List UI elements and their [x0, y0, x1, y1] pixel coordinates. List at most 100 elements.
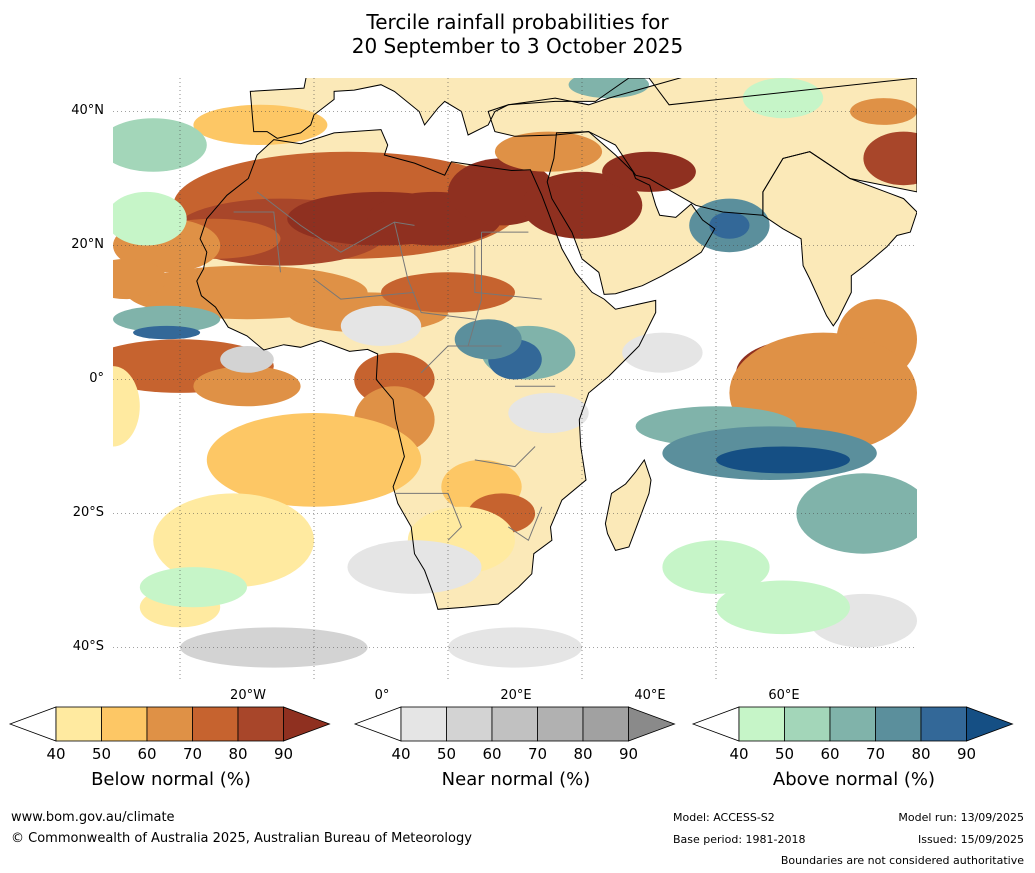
colorbar-tick-label: 70 — [866, 745, 885, 762]
colorbar-tick-label: 70 — [528, 745, 547, 762]
colorbar-segment — [237, 706, 284, 742]
colorbar-segment — [55, 706, 102, 742]
below-normal-area — [863, 131, 917, 186]
colorbar-segment — [400, 706, 447, 742]
colorbar-tick-label: 40 — [729, 745, 748, 762]
above-normal-area — [454, 319, 522, 360]
above-normal-area — [113, 118, 207, 172]
lat-label-20n: 20°N — [71, 237, 104, 252]
country-border — [256, 191, 415, 253]
above-normal-area — [742, 78, 824, 119]
lat-label-eq: 0° — [89, 371, 104, 386]
colorbar-segment — [446, 706, 493, 742]
country-border — [508, 506, 543, 542]
below-normal-area — [494, 131, 603, 172]
website-link[interactable]: www.bom.gov.au/climate — [11, 810, 175, 825]
coastline-5 — [487, 78, 917, 216]
model-run-date: Model run: 13/09/2025 — [898, 811, 1024, 824]
above-normal-caption: Above normal (%) — [772, 769, 936, 790]
rainfall-probability-map — [113, 78, 917, 681]
colorbar-tick-label: 40 — [46, 745, 65, 762]
colorbar-tick-label: 90 — [619, 745, 638, 762]
boundaries-disclaimer: Boundaries are not considered authoritat… — [780, 854, 1024, 867]
colorbar-tick-label: 60 — [820, 745, 839, 762]
near-normal-caption: Near normal (%) — [441, 769, 591, 790]
coastline-0 — [196, 129, 657, 610]
colorbar-segment — [192, 706, 239, 742]
colorbar-tick-label: 70 — [183, 745, 202, 762]
below-normal-caption: Below normal (%) — [91, 769, 251, 790]
colorbar-tick-label: 60 — [482, 745, 501, 762]
lon-label-20e: 20°E — [500, 688, 532, 703]
colorbar-tick-label: 60 — [137, 745, 156, 762]
above-normal-colorbar: 40 50 60 70 80 90 — [691, 706, 1014, 762]
colorbar-under-arrow — [353, 706, 402, 742]
near-normal-area — [347, 540, 482, 594]
model-name: Model: ACCESS-S2 — [673, 811, 775, 824]
near-normal-area — [340, 305, 422, 346]
map-title-line1: Tercile rainfall probabilities for — [366, 10, 669, 34]
colorbar-tick-label: 90 — [274, 745, 293, 762]
country-border — [394, 492, 462, 541]
colorbar-segment — [101, 706, 148, 742]
country-border — [474, 245, 542, 300]
above-normal-area — [709, 212, 750, 239]
near-normal-colorbar: 40 50 60 70 80 90 — [353, 706, 676, 762]
landmass-5 — [762, 151, 917, 326]
colorbar-segment — [537, 706, 584, 742]
above-normal-area — [716, 446, 850, 474]
coastline-4 — [249, 78, 917, 139]
colorbar-under-arrow — [691, 706, 740, 742]
coastline-2 — [604, 458, 652, 551]
colorbar-tick-label: 50 — [437, 745, 456, 762]
colorbar-tick-label: 50 — [92, 745, 111, 762]
colorbar-over-arrow — [283, 706, 331, 742]
near-normal-area — [448, 627, 582, 668]
lon-label-20w: 20°W — [230, 688, 266, 703]
lat-label-20s: 20°S — [72, 505, 104, 520]
below-normal-area — [153, 493, 314, 588]
below-normal-area — [602, 151, 696, 192]
map-title-line2: 20 September to 3 October 2025 — [351, 34, 684, 58]
base-period: Base period: 1981-2018 — [673, 833, 806, 846]
lat-label-40n: 40°N — [71, 103, 104, 118]
above-normal-area — [716, 580, 850, 635]
below-normal-area — [206, 413, 422, 507]
colorbar-under-arrow — [8, 706, 57, 742]
above-normal-area — [796, 473, 917, 554]
colorbar-tick-label: 40 — [391, 745, 410, 762]
colorbar-tick-label: 50 — [775, 745, 794, 762]
colorbar-segment — [738, 706, 785, 742]
country-border — [474, 446, 536, 468]
above-normal-area — [662, 540, 770, 594]
colorbar-tick-label: 80 — [228, 745, 247, 762]
probability-field — [113, 78, 917, 668]
copyright-text: © Commonwealth of Australia 2025, Austra… — [11, 831, 472, 846]
above-normal-area — [133, 325, 201, 340]
country-border — [233, 211, 281, 273]
country-border — [313, 278, 415, 300]
colorbar-segment — [146, 706, 193, 742]
lon-label-60e: 60°E — [768, 688, 800, 703]
colorbar-segment — [875, 706, 922, 742]
below-normal-area — [193, 366, 301, 407]
colorbar-over-arrow — [966, 706, 1014, 742]
colorbar-segment — [582, 706, 629, 742]
lon-label-0: 0° — [374, 688, 390, 703]
below-normal-area — [193, 104, 328, 145]
country-border — [393, 221, 475, 320]
colorbar-tick-label: 90 — [957, 745, 976, 762]
lat-label-40s: 40°S — [72, 639, 104, 654]
colorbar-segment — [491, 706, 538, 742]
colorbar-tick-label: 80 — [911, 745, 930, 762]
issued-date: Issued: 15/09/2025 — [917, 833, 1024, 846]
colorbar-segment — [920, 706, 967, 742]
near-normal-area — [508, 392, 589, 434]
below-normal-area — [113, 366, 140, 447]
above-normal-area — [139, 567, 247, 608]
colorbar-tick-label: 80 — [573, 745, 592, 762]
lon-label-40e: 40°E — [634, 688, 666, 703]
above-normal-area — [113, 191, 187, 246]
above-normal-area — [568, 78, 649, 99]
colorbar-segment — [829, 706, 876, 742]
